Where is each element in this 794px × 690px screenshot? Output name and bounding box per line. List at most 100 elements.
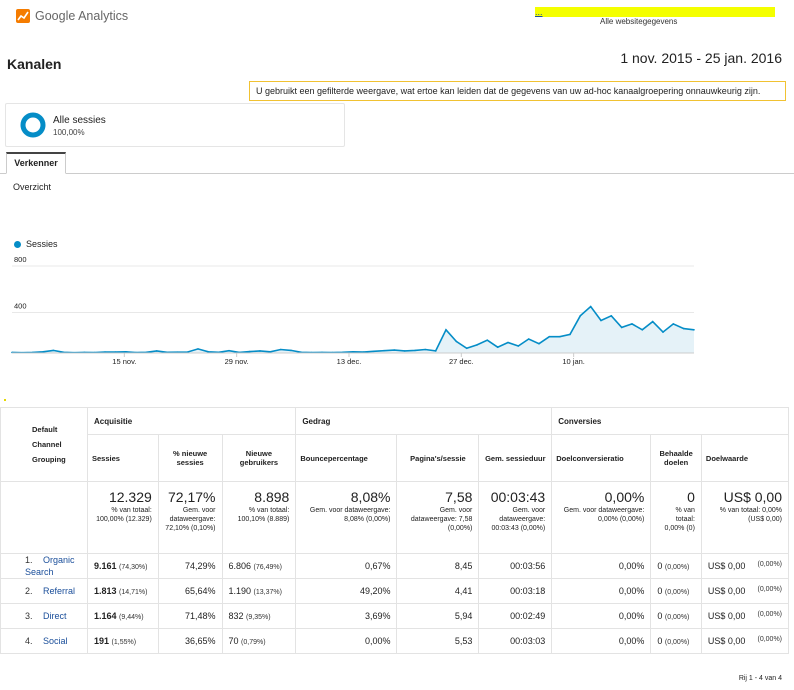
account-name-link[interactable]: ...: [535, 7, 775, 17]
data-point[interactable]: [569, 333, 571, 336]
data-point[interactable]: [114, 351, 117, 353]
pagination-info: Rij 1 - 4 van 4: [738, 675, 782, 682]
data-point[interactable]: [248, 350, 251, 353]
conv-cell: 0,00%: [551, 553, 652, 579]
dim-header[interactable]: Default Channel Grouping: [0, 407, 88, 482]
col-sessieduur[interactable]: Gem. sessieduur: [478, 434, 553, 482]
account-view-name: Alle websitegegevens: [600, 17, 678, 26]
data-point[interactable]: [445, 329, 447, 331]
marker-dot: [4, 399, 6, 401]
data-point[interactable]: [662, 331, 664, 333]
new-users-cell: 1.190 (13,37%): [221, 578, 297, 604]
data-point[interactable]: [589, 305, 592, 308]
segment-card[interactable]: Alle sessies 100,00%: [5, 103, 345, 147]
data-point[interactable]: [455, 340, 458, 343]
goal-value: US$ 0,00: [707, 586, 746, 596]
bounce-cell: 0,67%: [295, 553, 398, 579]
value-pct: (0,00%): [757, 561, 782, 568]
col-paginas-sessie[interactable]: Pagina's/sessie: [396, 434, 480, 482]
col-sessies[interactable]: Sessies: [86, 434, 159, 482]
col-nieuwe-gebruikers[interactable]: Nieuwe gebruikers: [221, 434, 297, 482]
data-point[interactable]: [558, 335, 561, 338]
data-point[interactable]: [548, 335, 551, 338]
table-row[interactable]: 1. Organic Search 9.161 (74,30%) 74,29% 6.80…: [0, 553, 790, 579]
new-users-pct: (76,49%): [253, 564, 282, 571]
data-point[interactable]: [52, 349, 55, 352]
col-doelwaarde[interactable]: Doelwaarde: [700, 434, 790, 482]
data-point[interactable]: [42, 351, 44, 353]
date-range-picker[interactable]: 1 nov. 2015 - 25 jan. 2016: [620, 50, 782, 66]
data-point[interactable]: [641, 329, 644, 331]
col-doelconversieratio[interactable]: Doelconversieratio: [551, 434, 652, 482]
goal-value: US$ 0,00: [707, 561, 746, 571]
data-point[interactable]: [414, 349, 416, 352]
data-point[interactable]: [672, 323, 675, 325]
data-point[interactable]: [507, 341, 509, 344]
goals-cell: 0 (0,00%): [650, 578, 702, 604]
data-point[interactable]: [517, 345, 520, 347]
table-row[interactable]: 3. Direct 1.164 (9,44%) 71,48% 832 (9,35%) 3,…: [0, 603, 790, 629]
data-point[interactable]: [620, 326, 623, 329]
data-point[interactable]: [352, 351, 354, 353]
data-point[interactable]: [269, 351, 272, 353]
total-note: % van totaal: 100,00% (12.329): [96, 507, 152, 523]
data-point[interactable]: [259, 350, 261, 352]
data-point[interactable]: [362, 351, 365, 353]
channel-cell[interactable]: 4. Social: [0, 628, 88, 654]
channel-link[interactable]: Organic Search: [25, 555, 75, 577]
data-point[interactable]: [682, 327, 685, 330]
data-point[interactable]: [124, 351, 127, 353]
col-behaalde-doelen[interactable]: Behaalde doelen: [650, 434, 702, 482]
data-point[interactable]: [496, 346, 499, 348]
subtab-overzicht[interactable]: Overzicht: [13, 182, 52, 192]
data-point[interactable]: [104, 351, 106, 353]
data-point[interactable]: [651, 320, 654, 323]
group-acquisitie: Acquisitie: [86, 407, 297, 435]
data-point[interactable]: [465, 347, 468, 350]
channel-cell[interactable]: 1. Organic Search: [0, 553, 88, 579]
data-point[interactable]: [538, 342, 540, 345]
data-point[interactable]: [486, 339, 489, 341]
goals-pct: (0,00%): [664, 589, 690, 596]
total-note: % van totaal: 100,10% (8.889): [237, 507, 290, 523]
channel-link[interactable]: Direct: [43, 611, 67, 621]
data-point[interactable]: [155, 350, 158, 352]
channel-link[interactable]: Referral: [43, 586, 76, 596]
new-users-cell: 6.806 (76,49%): [221, 553, 297, 579]
data-point[interactable]: [372, 350, 375, 353]
data-point[interactable]: [383, 349, 385, 352]
data-point[interactable]: [197, 348, 199, 350]
data-point[interactable]: [693, 329, 695, 331]
data-point[interactable]: [600, 319, 602, 322]
data-point[interactable]: [434, 350, 437, 352]
table-row[interactable]: 4. Social 191 (1,55%) 36,65% 70 (0,79%) 0,00%…: [0, 628, 790, 654]
data-point[interactable]: [424, 348, 427, 351]
data-point[interactable]: [186, 351, 189, 353]
tab-verkenner[interactable]: Verkenner: [6, 152, 66, 174]
y-tick-label: 400: [14, 302, 27, 311]
total-value: 0,00%: [604, 489, 645, 505]
sessions-cell: 9.161 (74,30%): [86, 553, 159, 579]
data-point[interactable]: [290, 349, 292, 352]
sessions-chart[interactable]: 800 400 15 nov. 29 nov. 13 dec. 27 dec. 10 jan…: [0, 250, 700, 370]
data-point[interactable]: [207, 351, 210, 353]
col-bouncepercentage[interactable]: Bouncepercentage: [295, 434, 398, 482]
total-value: 8.898: [254, 489, 290, 505]
new-users-value: 70: [228, 636, 239, 646]
data-point[interactable]: [610, 315, 613, 317]
data-point[interactable]: [403, 350, 406, 352]
channel-cell[interactable]: 2. Referral: [0, 578, 88, 604]
data-point[interactable]: [631, 323, 633, 325]
table-row[interactable]: 2. Referral 1.813 (14,71%) 65,64% 1.190 (13,…: [0, 578, 790, 604]
col-nieuwe-sessies[interactable]: % nieuwe sessies: [157, 434, 223, 482]
ga-logo[interactable]: Google Analytics: [16, 9, 128, 23]
data-point[interactable]: [279, 348, 282, 351]
data-point[interactable]: [393, 349, 396, 351]
data-point[interactable]: [228, 349, 230, 352]
x-tick-label: 13 dec.: [337, 357, 362, 366]
data-point[interactable]: [579, 315, 582, 317]
channel-cell[interactable]: 3. Direct: [0, 603, 88, 629]
data-point[interactable]: [476, 344, 478, 346]
data-point[interactable]: [527, 338, 530, 340]
channel-link[interactable]: Social: [43, 636, 68, 646]
